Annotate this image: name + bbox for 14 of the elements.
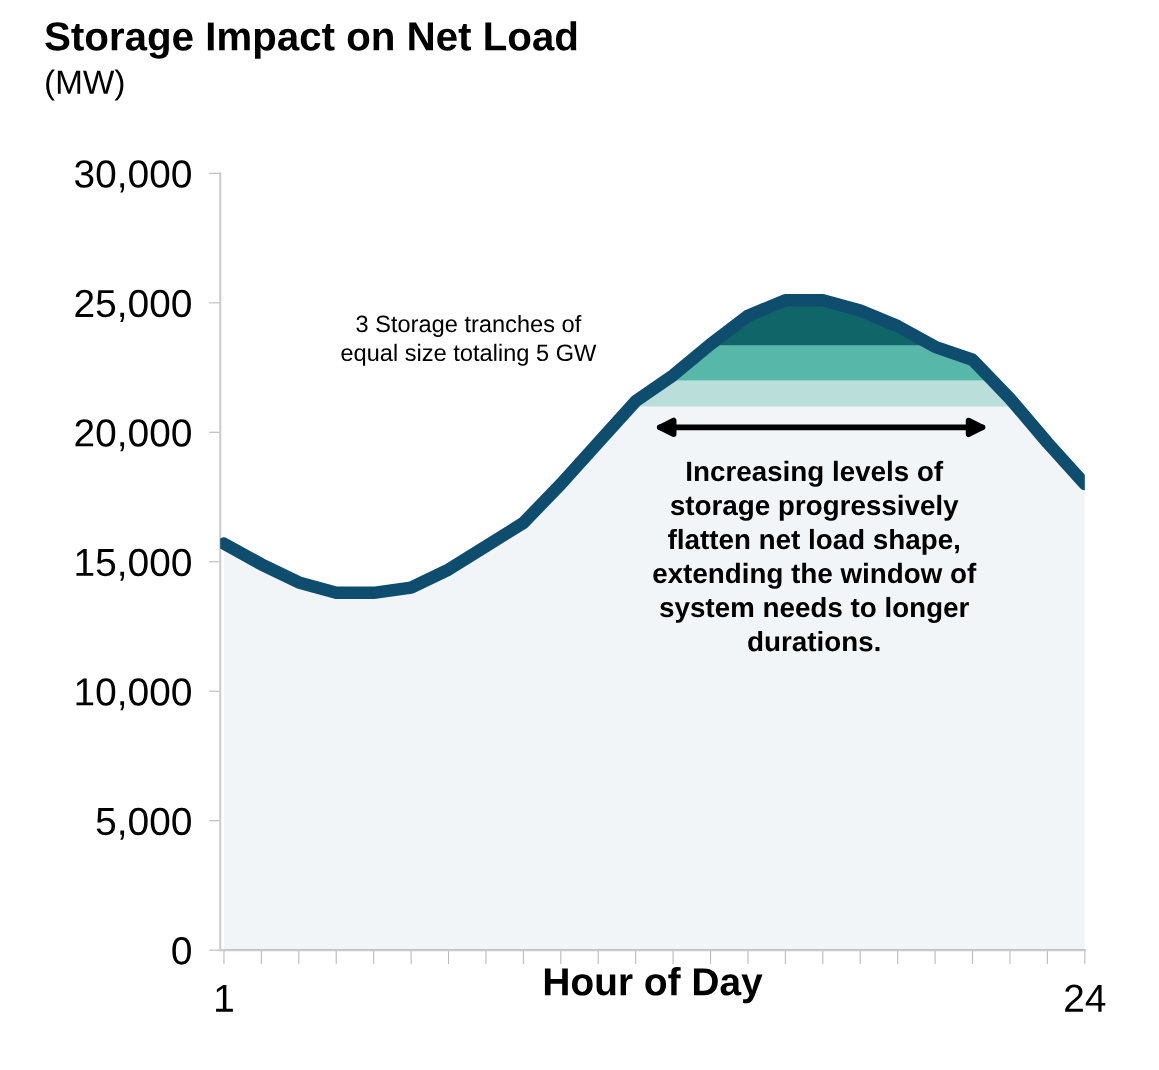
- annotation: 3 Storage tranches of equal size totaling 5 GW: [341, 314, 597, 366]
- chart-subtitle: (MW): [46, 69, 124, 101]
- annotation: Increasing levels of storage progressively flatten net load shape, extending the window of system needs to longer durations.: [653, 460, 977, 652]
- y-tick-label: 15,000: [76, 548, 191, 581]
- y-tick-label: 10,000: [76, 678, 191, 711]
- x-axis-title: Hour of Day: [544, 966, 763, 1004]
- y-tick-label: 25,000: [75, 289, 191, 322]
- y-tick-label: 0: [172, 937, 191, 965]
- chart-title: Storage Impact on Net Load: [45, 21, 577, 59]
- x-tick-label: 24: [1065, 984, 1106, 1012]
- y-tick-label: 30,000: [74, 160, 191, 193]
- x-tick-label: 1: [216, 984, 233, 1012]
- y-tick-label: 20,000: [75, 419, 191, 452]
- y-tick-label: 5,000: [96, 807, 191, 840]
